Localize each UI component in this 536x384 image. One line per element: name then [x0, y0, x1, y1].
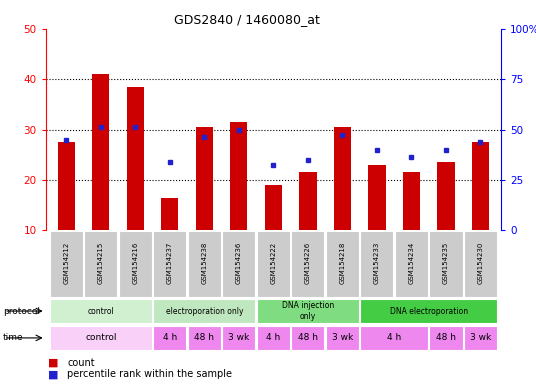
Bar [188, 231, 221, 297]
Text: 48 h: 48 h [436, 333, 456, 343]
Bar [50, 231, 83, 297]
Text: time: time [3, 333, 23, 343]
Bar [119, 231, 152, 297]
Text: GSM154215: GSM154215 [98, 242, 104, 284]
Bar [326, 326, 359, 350]
Bar [334, 127, 351, 230]
Bar [360, 326, 428, 350]
Text: DNA electroporation: DNA electroporation [390, 306, 468, 316]
Bar [230, 122, 248, 230]
Bar [126, 87, 144, 230]
Bar [92, 74, 109, 230]
Bar [153, 231, 187, 297]
Text: ■: ■ [48, 369, 59, 379]
Bar [50, 299, 152, 323]
Text: DNA injection
only: DNA injection only [282, 301, 334, 321]
Text: GSM154235: GSM154235 [443, 242, 449, 284]
Bar [326, 231, 359, 297]
Text: GSM154230: GSM154230 [478, 242, 483, 284]
Text: 48 h: 48 h [298, 333, 318, 343]
Text: GSM154218: GSM154218 [339, 242, 345, 284]
Bar [368, 165, 385, 230]
Text: GSM154233: GSM154233 [374, 242, 380, 284]
Bar [464, 326, 497, 350]
Text: GSM154237: GSM154237 [167, 242, 173, 284]
Bar [291, 326, 324, 350]
Text: count: count [67, 358, 95, 368]
Bar [429, 326, 463, 350]
Text: ■: ■ [48, 358, 59, 368]
Bar [360, 231, 393, 297]
Bar [472, 142, 489, 230]
Bar [464, 231, 497, 297]
Bar [403, 172, 420, 230]
Text: GSM154234: GSM154234 [408, 242, 414, 284]
Text: 48 h: 48 h [195, 333, 214, 343]
Text: electroporation only: electroporation only [166, 306, 243, 316]
Bar [222, 231, 256, 297]
Bar [188, 326, 221, 350]
Text: 3 wk: 3 wk [228, 333, 249, 343]
Bar [265, 185, 282, 230]
Bar [360, 299, 497, 323]
Text: GSM154216: GSM154216 [132, 242, 138, 284]
Text: GDS2840 / 1460080_at: GDS2840 / 1460080_at [174, 13, 319, 26]
Bar [161, 198, 178, 230]
Bar [58, 142, 75, 230]
Bar [257, 299, 359, 323]
Text: 4 h: 4 h [387, 333, 401, 343]
Bar [153, 326, 187, 350]
Bar [437, 162, 455, 230]
Text: 4 h: 4 h [163, 333, 177, 343]
Text: protocol: protocol [3, 306, 40, 316]
Text: GSM154226: GSM154226 [305, 242, 311, 284]
Text: 3 wk: 3 wk [332, 333, 353, 343]
Text: GSM154212: GSM154212 [63, 242, 69, 284]
Text: GSM154236: GSM154236 [236, 242, 242, 284]
Text: GSM154222: GSM154222 [270, 242, 277, 284]
Bar [291, 231, 324, 297]
Bar [429, 231, 463, 297]
Bar [257, 231, 290, 297]
Text: 3 wk: 3 wk [470, 333, 491, 343]
Text: control: control [87, 306, 114, 316]
Text: 4 h: 4 h [266, 333, 280, 343]
Bar [222, 326, 256, 350]
Bar [257, 326, 290, 350]
Text: control: control [85, 333, 116, 343]
Text: GSM154238: GSM154238 [202, 242, 207, 284]
Text: percentile rank within the sample: percentile rank within the sample [67, 369, 232, 379]
Bar [196, 127, 213, 230]
Bar [84, 231, 117, 297]
Bar [153, 299, 256, 323]
Bar [50, 326, 152, 350]
Bar [395, 231, 428, 297]
Bar [299, 172, 316, 230]
